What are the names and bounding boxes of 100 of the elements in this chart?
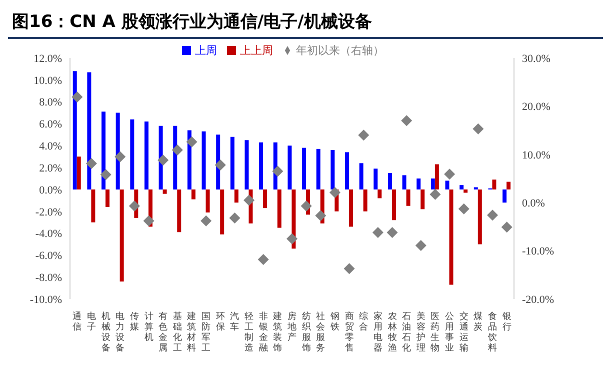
y-tick-label: 6.0%: [39, 118, 62, 131]
point: [444, 168, 456, 180]
bar: [420, 189, 425, 210]
point: [487, 210, 498, 221]
bar: [464, 189, 468, 193]
point: [158, 154, 169, 166]
point: [315, 210, 326, 222]
y-tick-label: -10.0%: [30, 294, 62, 306]
point: [186, 136, 198, 148]
point: [286, 233, 298, 244]
bar: [502, 189, 507, 203]
x-tick-label: 社会服务: [316, 311, 326, 354]
x-tick-label: 综合: [359, 311, 368, 332]
bar: [120, 189, 124, 282]
point: [430, 188, 441, 200]
y2-tick-label: -10.0%: [522, 246, 554, 258]
bar: [302, 148, 306, 190]
x-tick-label: 国防军工: [202, 312, 211, 354]
point: [258, 254, 269, 265]
bar: [144, 122, 148, 190]
x-tick-label: 有色金属: [158, 311, 168, 354]
point: [329, 186, 340, 198]
x-tick-label: 建筑材料: [186, 311, 196, 354]
bar: [330, 150, 335, 190]
bar: [492, 180, 496, 190]
point: [244, 194, 255, 206]
bar: [263, 189, 268, 208]
bar: [449, 189, 454, 285]
bar: [506, 182, 511, 190]
bar: [72, 71, 77, 190]
x-tick-label: 计算机: [144, 311, 154, 343]
y-tick-label: -8.0%: [35, 272, 62, 284]
point: [344, 263, 355, 274]
x-tick-label: 煤炭: [474, 311, 483, 332]
point: [501, 222, 512, 233]
x-tick-label: 汽车: [230, 311, 240, 332]
point: [200, 215, 212, 226]
bar: [102, 112, 106, 190]
bar: [288, 146, 292, 190]
bar: [445, 180, 450, 190]
point: [214, 160, 226, 171]
bar: [177, 189, 182, 232]
bar: [173, 126, 178, 190]
bar: [392, 189, 396, 220]
point: [358, 130, 370, 141]
chart-title: 图16：CN A 股领涨行业为通信/电子/机械设备: [8, 8, 603, 39]
point: [386, 226, 398, 238]
y-tick-label: 8.0%: [39, 96, 62, 109]
bar: [87, 72, 92, 190]
x-tick-label: 食品饮料: [487, 311, 498, 354]
x-tick-label: 美容护理: [415, 311, 426, 354]
bar: [76, 156, 81, 190]
bar: [344, 152, 349, 190]
point: [100, 169, 112, 180]
bar: [277, 189, 282, 228]
bar: [359, 163, 364, 190]
x-tick-label: 银行: [501, 311, 512, 332]
x-tick-label: 建筑装饰: [272, 311, 282, 354]
bar: [460, 185, 464, 190]
bar: [202, 131, 206, 190]
bar: [374, 168, 378, 190]
y-tick-label: 0.0%: [39, 184, 62, 196]
bar: [116, 112, 120, 190]
bar: [106, 189, 110, 207]
x-tick-label: 非银金融: [258, 311, 268, 354]
legend-label: 年初以来（右轴）: [296, 44, 384, 57]
bar: [191, 189, 196, 200]
y-tick-label: 12.0%: [34, 52, 62, 65]
x-tick-label: 环保: [216, 312, 225, 332]
bar: [162, 189, 167, 194]
point: [372, 226, 384, 238]
point: [472, 123, 484, 134]
x-tick-label: 电子: [86, 311, 96, 332]
y2-tick-label: 30.0%: [522, 52, 550, 65]
y-tick-label: 4.0%: [39, 140, 62, 153]
x-tick-label: 农林牧渔: [386, 311, 397, 354]
point: [300, 200, 312, 212]
x-tick-label: 交通运输: [459, 311, 468, 354]
point: [143, 215, 154, 226]
bar: [130, 119, 134, 190]
bar: [234, 189, 238, 203]
y-tick-label: -4.0%: [35, 228, 62, 240]
y-tick-label: 2.0%: [39, 162, 62, 174]
x-tick-label: 石油石化: [402, 312, 412, 354]
x-tick-label: 钢铁: [329, 311, 340, 332]
x-tick-label: 机械设备: [101, 311, 110, 354]
x-tick-label: 轻工制造: [244, 311, 254, 354]
bar: [378, 189, 382, 198]
point: [128, 200, 140, 212]
point: [229, 212, 240, 224]
point: [415, 240, 426, 251]
bar: [388, 173, 392, 190]
point: [172, 144, 183, 156]
bar: [230, 136, 234, 190]
legend-label: 上周: [195, 44, 217, 57]
point: [114, 151, 126, 162]
point: [86, 158, 97, 170]
point: [272, 166, 284, 177]
x-tick-label: 医药生物: [430, 311, 440, 354]
y2-tick-label: 20.0%: [522, 101, 550, 114]
